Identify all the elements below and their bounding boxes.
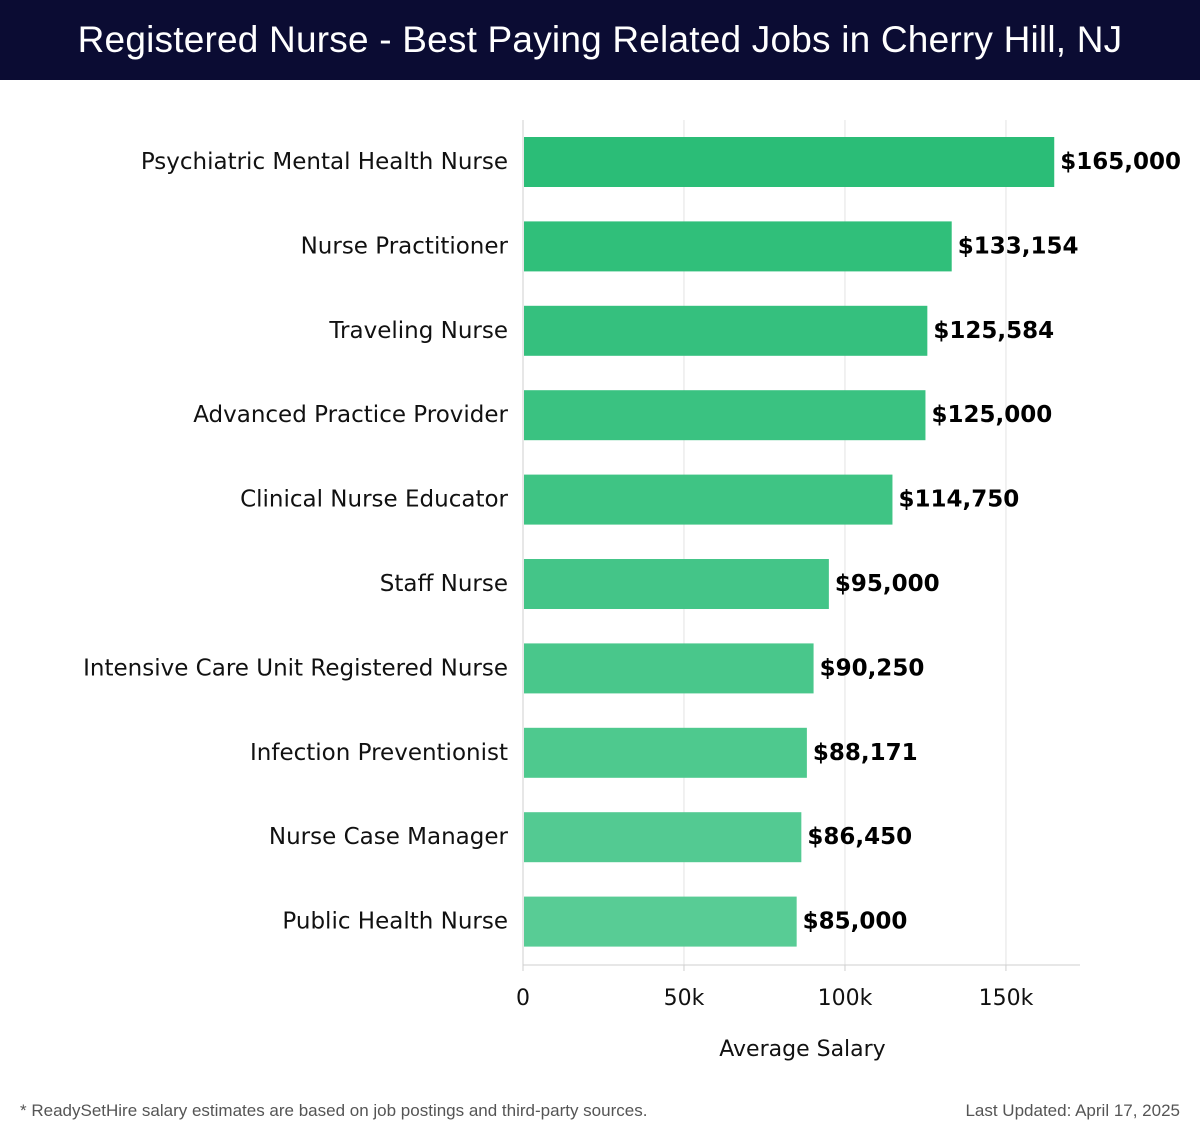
bar [524,390,926,441]
x-tick-label: 50k [664,986,705,1011]
value-label: $114,750 [898,487,1019,513]
footer-note: * ReadySetHire salary estimates are base… [20,1101,648,1120]
bar [524,727,807,778]
value-label: $165,000 [1060,149,1181,175]
category-label: Infection Preventionist [250,740,508,766]
bar-chart: 0 50k 100k 150k Average Salary Psychiatric Me… [83,120,1181,1062]
bar [524,812,802,863]
bar [524,137,1055,187]
value-label: $95,000 [835,571,940,597]
category-label: Nurse Case Manager [269,824,509,850]
value-label: $125,000 [931,402,1052,428]
value-label: $125,584 [933,318,1054,344]
chart-title: Registered Nurse - Best Paying Related J… [77,19,1123,60]
category-label: Public Health Nurse [282,909,508,935]
category-label: Nurse Practitioner [301,233,509,259]
value-label: $90,250 [820,655,925,681]
x-tick-label: 0 [516,986,530,1011]
bar [524,896,797,947]
category-label: Staff Nurse [380,571,508,597]
value-label: $133,154 [958,233,1079,259]
category-label: Clinical Nurse Educator [240,487,508,513]
category-label: Psychiatric Mental Health Nurse [141,149,508,175]
x-tick-label: 150k [979,986,1034,1011]
value-label: $85,000 [803,909,908,935]
value-label: $86,450 [807,824,912,850]
category-label: Advanced Practice Provider [193,402,508,428]
bar [524,643,814,694]
value-label: $88,171 [813,740,918,766]
bar [524,305,928,356]
last-updated: Last Updated: April 17, 2025 [965,1101,1180,1120]
bar [524,221,952,272]
x-axis-label: Average Salary [719,1037,885,1062]
category-label: Intensive Care Unit Registered Nurse [83,655,508,681]
chart-title-banner: Registered Nurse - Best Paying Related J… [0,0,1200,80]
bar [524,559,829,609]
x-tick-label: 100k [818,986,873,1011]
category-label: Traveling Nurse [328,318,508,344]
bar [524,474,893,525]
